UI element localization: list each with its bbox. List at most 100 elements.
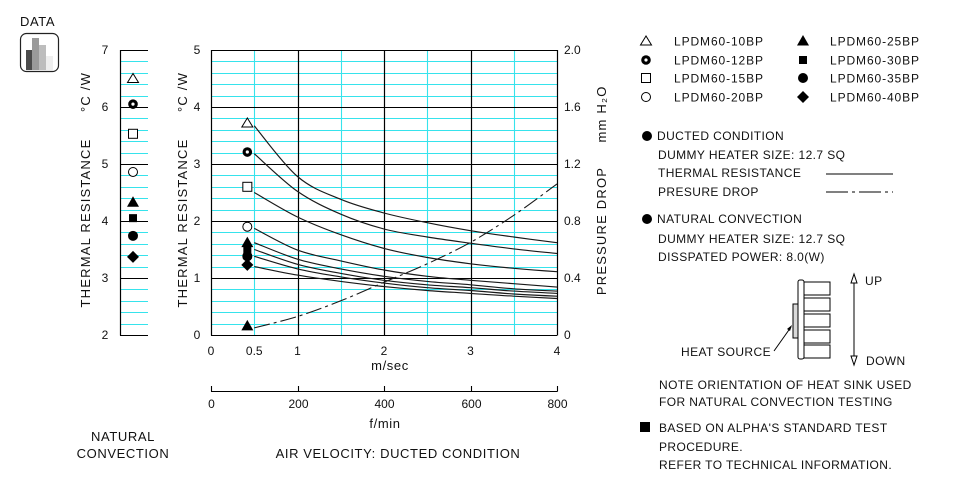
pressure-ylabel: PRESSURE DROP	[594, 167, 609, 295]
heat-source-label: HEAT SOURCE	[681, 345, 771, 359]
natural-caption-line1: NATURAL	[91, 429, 155, 444]
circle-filled-marker-icon	[242, 251, 253, 262]
triangle-filled-marker-icon	[127, 196, 139, 207]
square-bullet-icon	[640, 422, 650, 432]
pressure-unit-label: mm H₂O	[594, 85, 609, 142]
ducted-grid	[210, 49, 559, 337]
legend-label: LPDM60-25BP	[830, 35, 920, 49]
y2-tick-label: 1.6	[564, 100, 581, 114]
y-tick-label: 2	[102, 328, 109, 342]
y2-tick-label: 0	[564, 328, 571, 342]
circle-filled-marker-icon	[798, 73, 808, 83]
y-tick-label: 5	[194, 43, 201, 57]
ducted-heater-size: DUMMY HEATER SIZE: 12.7 SQ	[658, 148, 845, 162]
bullet-icon	[642, 214, 652, 224]
thermal-resistance-key: THERMAL RESISTANCE	[658, 166, 801, 180]
y2-tick-label: 0.4	[564, 271, 581, 285]
curve-lpdm60-30bp	[254, 248, 558, 294]
curve-lpdm60-25bp	[254, 242, 558, 292]
down-label: DOWN	[866, 354, 906, 368]
diamond-filled-marker-icon	[241, 258, 254, 271]
natural-markers	[126, 72, 140, 263]
ducted-ticks: 0 1 2 3 4 5 0 0.4 0.8 1.2 1.6 2.0 0 0.5 1 2 3 4	[194, 43, 581, 358]
legend-item: LPDM60-10BP	[639, 35, 764, 49]
ring-marker-icon-hole	[131, 102, 135, 106]
natural-caption-line2: CONVECTION	[77, 446, 170, 461]
bar-chart-icon[interactable]	[19, 32, 60, 73]
up-label: UP	[865, 274, 882, 288]
y-tick-label: 2	[194, 214, 201, 228]
fpm-axis: 0 200 400 600 800	[208, 386, 568, 411]
circle-open-marker-icon	[641, 92, 651, 102]
thermal-resistance-curves	[253, 125, 558, 300]
natural-convection-chart: 2 3 4 5 6 7	[102, 43, 148, 342]
y-tick-label: 3	[194, 157, 201, 171]
legend-item: LPDM60-30BP	[799, 54, 919, 68]
pressure-drop-line	[254, 183, 558, 329]
legend-item: LPDM60-12BP	[641, 54, 764, 68]
diamond-filled-marker-icon	[127, 250, 139, 263]
dissipated-power: DISSPATED POWER: 8.0(W)	[658, 250, 825, 264]
leader-arrowhead-icon	[787, 325, 792, 331]
ring-marker-icon-hole	[245, 150, 249, 154]
ducted-chart: 0 1 2 3 4 5 0 0.4 0.8 1.2 1.6 2.0 0 0.5 1 2 3 4 0 200 400 60…	[194, 43, 581, 411]
diamond-filled-marker-icon	[797, 91, 809, 103]
bullet-icon	[642, 131, 652, 141]
legend-label: LPDM60-12BP	[674, 54, 764, 68]
ducted-caption: AIR VELOCITY: DUCTED CONDITION	[276, 446, 521, 461]
natural-grid	[119, 49, 148, 337]
fin-icon	[803, 281, 831, 296]
curve-lpdm60-40bp	[254, 266, 558, 300]
legend: LPDM60-10BP LPDM60-12BP LPDM60-15BP LPDM60-…	[639, 35, 920, 105]
y-tick-label: 4	[102, 214, 109, 228]
square-filled-marker-icon	[129, 214, 137, 223]
x-tick-label: 0.5	[246, 344, 263, 358]
curve-lpdm60-12bp	[253, 153, 558, 255]
heat-sink-base-icon	[797, 279, 805, 360]
up-arrowhead-icon	[850, 272, 858, 284]
triangle-filled-marker-icon	[241, 236, 254, 248]
fin-icon	[803, 344, 831, 359]
pressure-drop-curve	[254, 183, 558, 329]
ducted-markers	[240, 117, 254, 331]
x2-tick-label: 0	[208, 397, 215, 411]
x-axis-label-msec: m/sec	[371, 358, 409, 373]
y-tick-label: 7	[102, 43, 109, 57]
leader-line-icon	[773, 326, 792, 352]
x-tick-label: 2	[381, 344, 388, 358]
heat-source-block-icon	[792, 303, 799, 339]
fin-icon	[803, 297, 831, 312]
fin-icon	[803, 313, 831, 328]
circle-open-marker-icon	[242, 221, 253, 232]
ring-marker-icon-hole	[644, 58, 648, 62]
x2-tick-label: 800	[547, 397, 567, 411]
square-open-marker-icon	[128, 128, 138, 139]
y2-tick-label: 1.2	[564, 157, 581, 171]
square-filled-marker-icon	[799, 56, 807, 64]
y-tick-label: 5	[102, 157, 109, 171]
x2-tick-label: 400	[374, 397, 394, 411]
icon-bar-1	[26, 50, 33, 70]
x-tick-label: 3	[467, 344, 474, 358]
fin-icon	[803, 329, 831, 344]
curve-lpdm60-10bp	[253, 125, 558, 244]
x2-tick-label: 200	[288, 397, 308, 411]
square-open-marker-icon	[242, 181, 253, 192]
natural-convection-notes: NATURAL CONVECTION DUMMY HEATER SIZE: 12…	[642, 212, 845, 264]
legend-label: LPDM60-10BP	[674, 35, 764, 49]
y2-tick-label: 2.0	[564, 43, 581, 57]
y-tick-label: 1	[194, 271, 201, 285]
orientation-note-line2: FOR NATURAL CONVECTION TESTING	[659, 395, 893, 409]
ducted-title: DUCTED CONDITION	[657, 129, 784, 143]
y-tick-label: 3	[102, 271, 109, 285]
natural-ylabel: THERMAL RESISTANCE	[78, 139, 93, 308]
legend-item: LPDM60-40BP	[797, 91, 920, 105]
square-open-marker-icon	[641, 73, 651, 83]
curve-lpdm60-35bp	[254, 255, 558, 297]
y-tick-label: 0	[194, 328, 201, 342]
legend-item: LPDM60-25BP	[797, 35, 920, 49]
legend-label: LPDM60-40BP	[830, 91, 920, 105]
pressure-drop-key: PRESURE DROP	[658, 185, 759, 199]
curve-lpdm60-15bp	[253, 191, 558, 273]
circle-open-marker-icon	[128, 166, 138, 177]
